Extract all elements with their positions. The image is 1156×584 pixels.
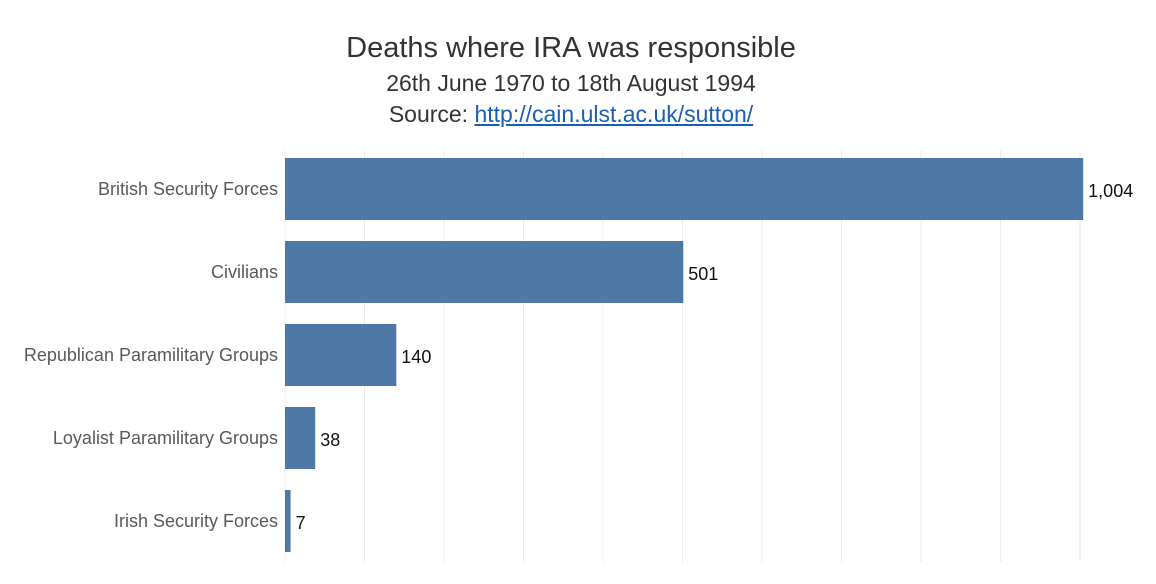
- category-label: Civilians: [211, 262, 278, 282]
- category-label: Loyalist Paramilitary Groups: [53, 428, 278, 448]
- value-label: 501: [688, 264, 718, 284]
- bar: [285, 241, 684, 303]
- chart-subtitle: 26th June 1970 to 18th August 1994: [386, 70, 756, 96]
- bar: [285, 324, 397, 386]
- source-prefix: Source:: [388, 101, 469, 127]
- value-label: 7: [296, 513, 306, 533]
- value-label: 38: [320, 430, 340, 450]
- category-label: British Security Forces: [98, 179, 278, 199]
- labels: British Security Forces 1,004 Civilians 501…: [24, 179, 1133, 533]
- category-label: Republican Paramilitary Groups: [24, 345, 278, 365]
- bar: [285, 407, 316, 469]
- value-label: 1,004: [1088, 181, 1133, 201]
- bar: [285, 490, 291, 552]
- chart-titles: Deaths where IRA was responsible 26th Ju…: [0, 28, 1142, 130]
- bar: [285, 158, 1084, 220]
- category-label: Irish Security Forces: [114, 511, 278, 531]
- bars: [285, 158, 1084, 552]
- source-line: Source: http://cain.ulst.ac.uk/sutton/: [0, 99, 1142, 130]
- value-label: 140: [401, 347, 431, 367]
- source-link[interactable]: http://cain.ulst.ac.uk/sutton/: [474, 101, 754, 127]
- chart-title: Deaths where IRA was responsible: [346, 32, 796, 64]
